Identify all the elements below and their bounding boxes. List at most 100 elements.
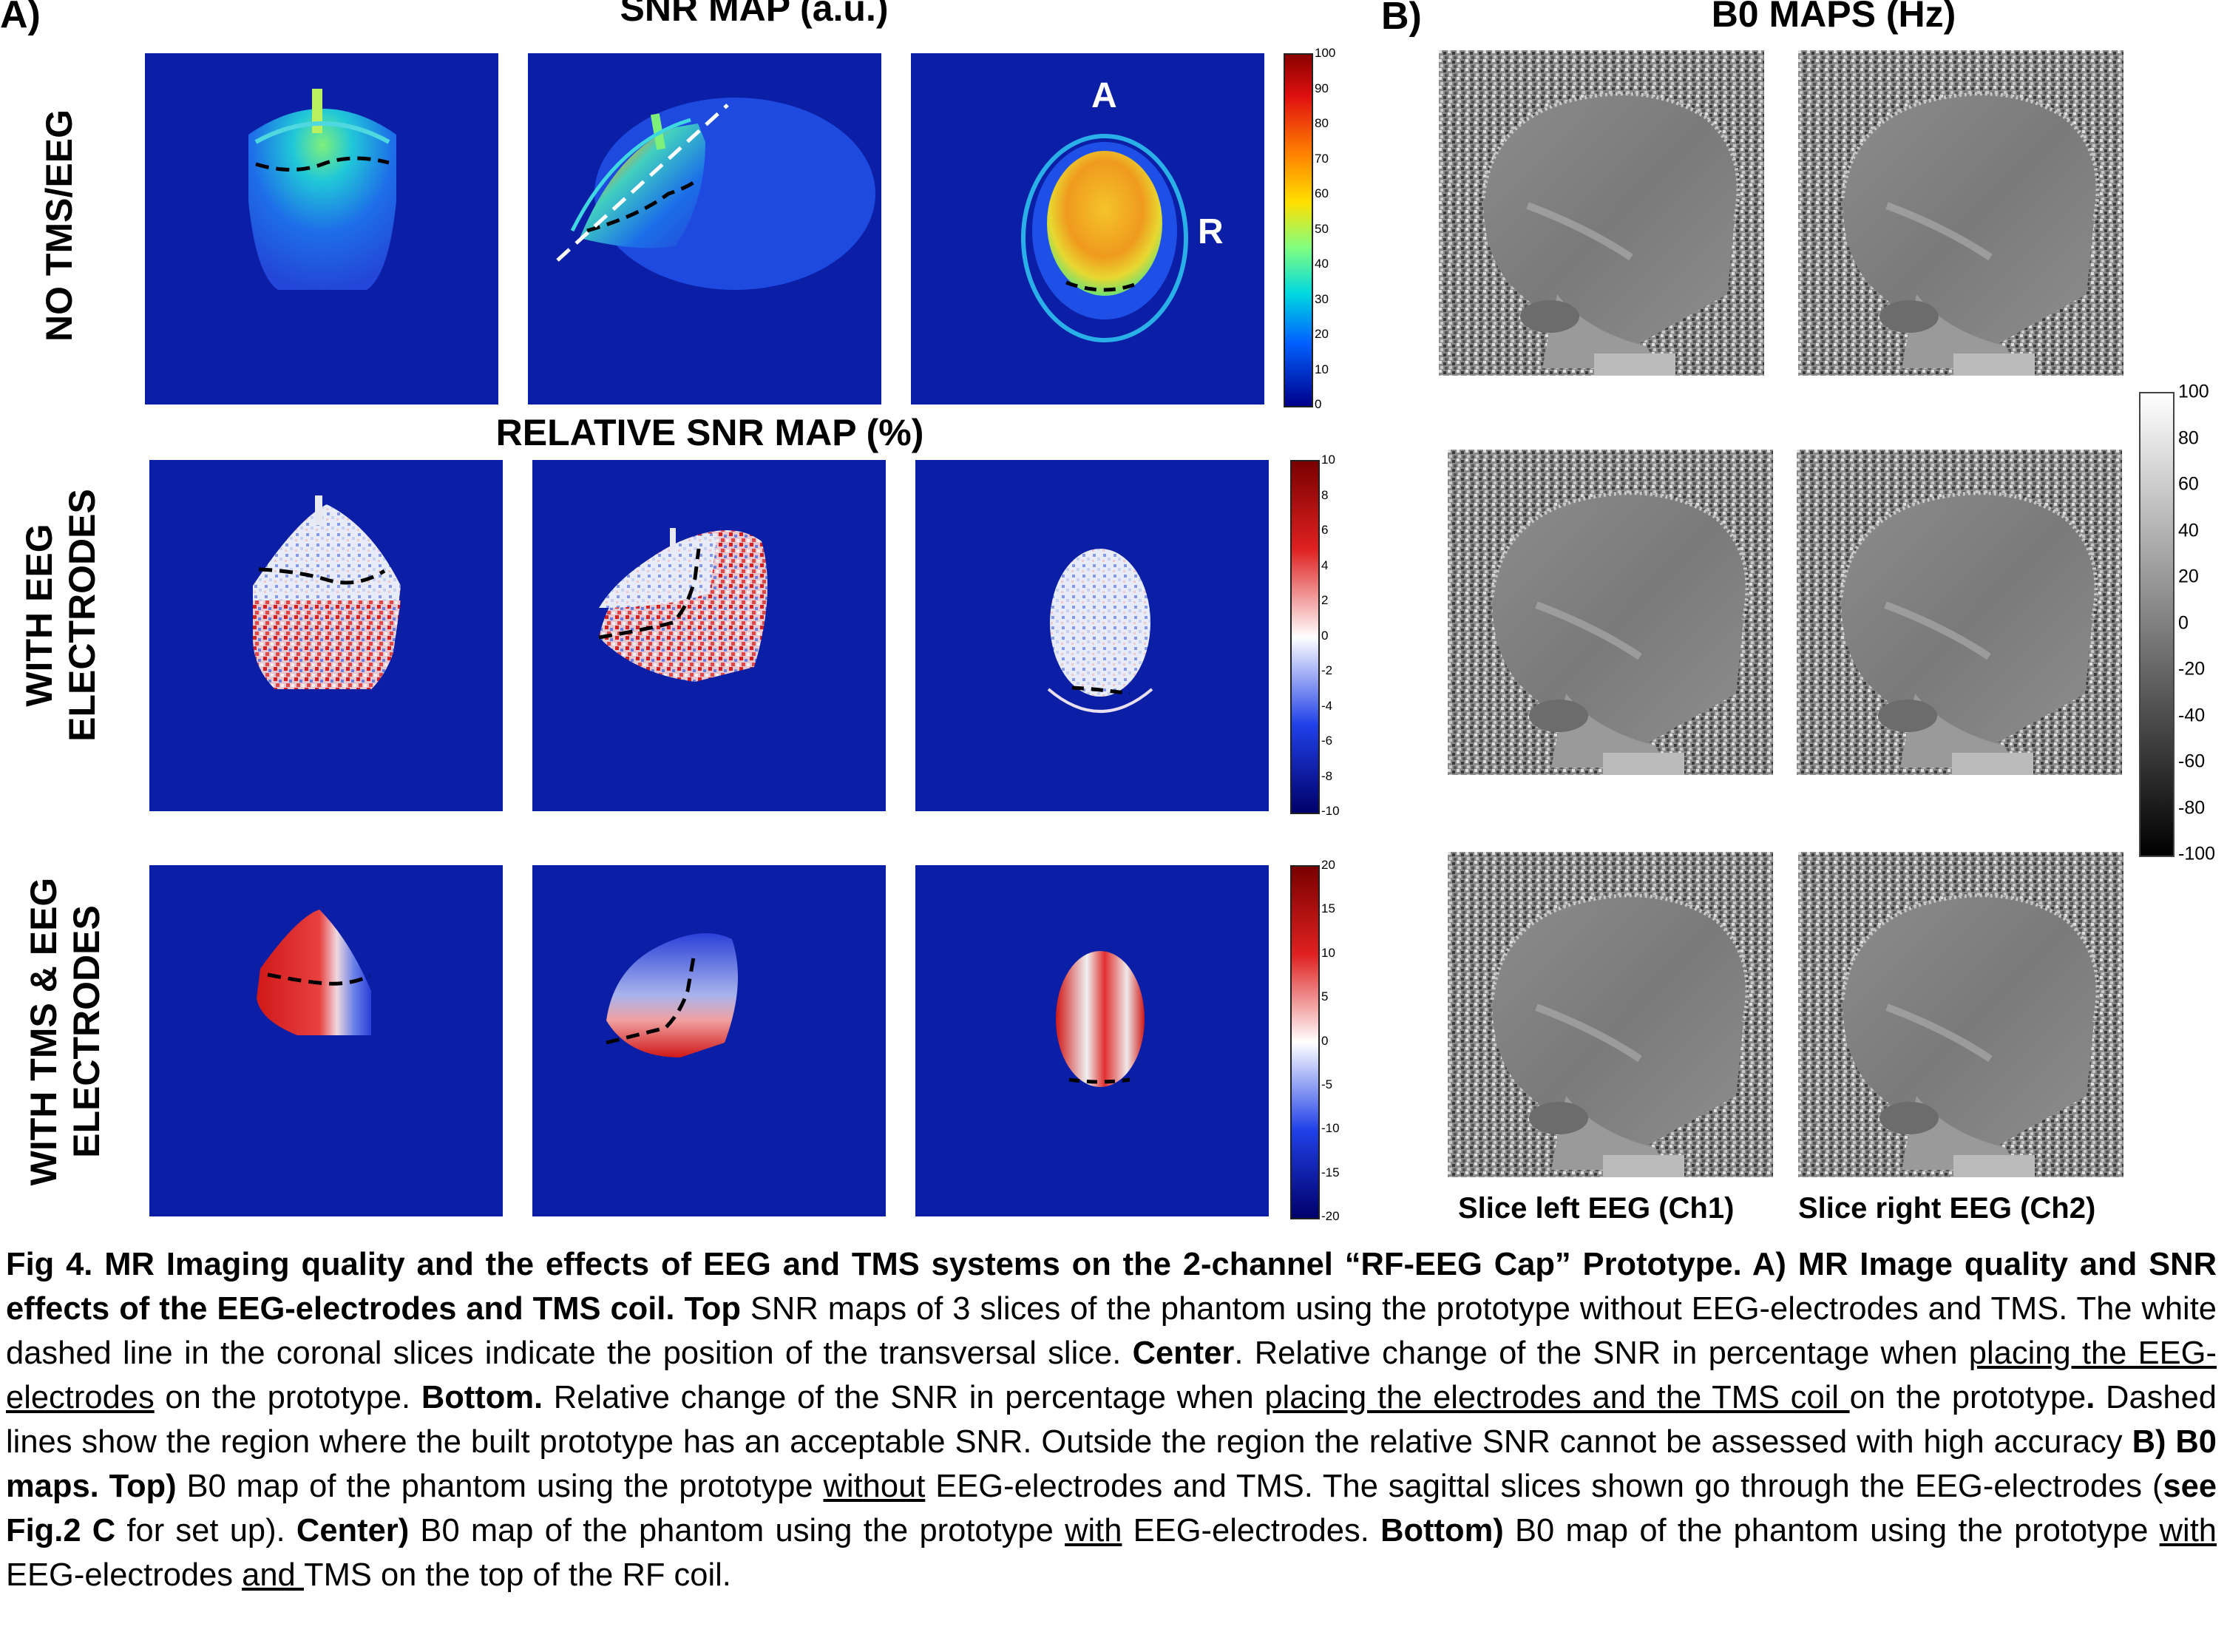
colorbar-snr-tick-label: 70: [1315, 151, 1329, 166]
colorbar-rel-snr-tms-eeg-tick-label: 5: [1321, 989, 1329, 1004]
row-label-with-eeg: WITH EEG ELECTRODES: [18, 489, 103, 742]
row-label-with-tms-eeg: WITH TMS & EEG ELECTRODES: [23, 877, 107, 1186]
colorbar-rel-snr-tms-eeg-tick-label: -15: [1321, 1165, 1340, 1179]
colorbar-snr-tick-label: 40: [1315, 257, 1329, 271]
b0-map-center-right: [1797, 450, 2122, 775]
caption-center-text: . Relative change of the SNR in percenta…: [1234, 1336, 1969, 1371]
caption-top-text: SNR maps of 3 slices of the phantom usin…: [6, 1291, 2217, 1371]
colorbar-rel-snr-tms-eeg-tick-label: 15: [1321, 901, 1335, 916]
caption-b-center-text-2: EEG-electrodes.: [1122, 1513, 1369, 1548]
caption-center-underlined: placing the EEG-electrodes: [6, 1336, 2217, 1415]
caption-b-bottom-text-2: EEG-electrodes: [6, 1557, 243, 1593]
colorbar-b0-tick-label: 100: [2178, 381, 2209, 402]
panel-b-label: B): [1381, 0, 1422, 38]
caption-see-label: see Fig.2 C: [6, 1469, 2217, 1548]
slice-left-caption: Slice left EEG (Ch1): [1458, 1192, 1735, 1225]
caption-b-bottom-underlined: with: [2159, 1513, 2217, 1548]
caption-bottom-text-3: Dashed lines show the region where the b…: [6, 1380, 2217, 1460]
colorbar-snr-tick-label: 60: [1315, 186, 1329, 200]
caption-bottom-text: Relative change of the SNR in percentage…: [543, 1380, 1265, 1415]
colorbar-rel-snr-eeg-tick-label: -8: [1321, 768, 1333, 783]
snr-map-transversal: A R: [911, 53, 1264, 404]
caption-b-center-underlined: with: [1065, 1513, 1122, 1548]
colorbar-b0: [2139, 392, 2175, 857]
caption-b-bottom-label: Bottom): [1380, 1513, 1504, 1548]
caption-top-label: Top: [684, 1291, 741, 1327]
colorbar-rel-snr-tms-eeg-tick-label: 20: [1321, 858, 1335, 872]
caption-b-label: B) B0 maps. Top): [6, 1424, 2217, 1504]
caption-b-top-text: B0 map of the phantom using the prototyp…: [176, 1469, 824, 1504]
row-label-no-tms-eeg: NO TMS/EEG: [38, 109, 80, 342]
b0-map-top-right: [1798, 50, 2123, 376]
colorbar-snr-tick-label: 90: [1315, 81, 1329, 95]
caption-bottom-dot: .: [2086, 1380, 2095, 1415]
colorbar-rel-snr-eeg-tick-label: -2: [1321, 663, 1333, 677]
colorbar-rel-snr-eeg-tick-label: -10: [1321, 804, 1340, 818]
rel-snr-eeg-transversal: [915, 460, 1269, 811]
colorbar-snr-tick-label: 100: [1315, 46, 1336, 60]
colorbar-rel-snr-eeg-tick-label: 4: [1321, 558, 1329, 572]
relative-snr-map-title: RELATIVE SNR MAP (%): [495, 412, 924, 453]
colorbar-b0-tick-label: -100: [2178, 843, 2216, 864]
colorbar-rel-snr-eeg-tick-label: 8: [1321, 487, 1329, 502]
colorbar-b0-tick-label: 0: [2178, 612, 2189, 633]
colorbar-b0-tick-label: 20: [2178, 566, 2199, 587]
slice-right-caption: Slice right EEG (Ch2): [1798, 1192, 2096, 1225]
caption-b-top-underlined: without: [823, 1469, 926, 1504]
rel-snr-tms-eeg-coronal-left: [149, 865, 503, 1216]
colorbar-rel-snr-tms-eeg-tick-label: 0: [1321, 1033, 1329, 1048]
colorbar-snr: [1284, 53, 1313, 407]
orientation-label-anterior: A: [1091, 76, 1117, 115]
rel-snr-tms-eeg-coronal-right: [532, 865, 886, 1216]
colorbar-b0-tick-label: 80: [2178, 427, 2199, 448]
rel-snr-eeg-coronal-left: [149, 460, 503, 811]
colorbar-rel-snr-eeg-tick-label: 6: [1321, 523, 1329, 537]
caption-bottom-text-2: on the prototype: [1849, 1380, 2087, 1415]
colorbar-snr-tick-label: 80: [1315, 116, 1329, 130]
colorbar-rel-snr-eeg-tick-label: 0: [1321, 628, 1329, 643]
colorbar-rel-snr-tms-eeg-tick-label: -10: [1321, 1121, 1340, 1136]
caption-b-center-label: Center): [296, 1513, 410, 1548]
colorbar-b0-tick-label: -60: [2178, 751, 2206, 772]
orientation-label-right: R: [1198, 212, 1224, 251]
colorbar-snr-tick-label: 10: [1315, 362, 1329, 376]
colorbar-b0-tick-label: 40: [2178, 520, 2199, 541]
colorbar-rel-snr-tms-eeg-tick-label: -5: [1321, 1077, 1333, 1091]
colorbar-b0-tick-label: -20: [2178, 658, 2206, 680]
b0-map-bottom-left: [1448, 852, 1773, 1177]
caption-b-center-text: B0 map of the phantom using the prototyp…: [409, 1513, 1065, 1548]
colorbar-rel-snr-eeg-tick-label: 10: [1321, 453, 1335, 467]
caption-b-top-text-2: EEG-electrodes and TMS. The sagittal sli…: [925, 1469, 2163, 1504]
figure-caption: Fig 4. MR Imaging quality and the effect…: [6, 1242, 2217, 1597]
caption-b-bottom-underlined-2: and: [242, 1557, 305, 1593]
colorbar-snr-tick-label: 50: [1315, 221, 1329, 236]
colorbar-rel-snr-tms-eeg-tick-label: -20: [1321, 1209, 1340, 1223]
rel-snr-eeg-coronal-right: [532, 460, 886, 811]
panel-a-label: A): [0, 0, 41, 36]
caption-b-bottom-text: B0 map of the phantom using the prototyp…: [1503, 1513, 2160, 1548]
caption-lead: Fig 4. MR Imaging quality and the effect…: [6, 1247, 2217, 1327]
caption-bottom-underlined: placing the electrodes and the TMS coil: [1264, 1380, 1850, 1415]
snr-map-title: SNR MAP (a.u.): [620, 0, 889, 29]
colorbar-rel-snr-eeg: [1290, 460, 1320, 814]
b0-map-top-left: [1439, 50, 1764, 376]
caption-see-text: for set up).: [115, 1513, 285, 1548]
colorbar-rel-snr-eeg-tick-label: 2: [1321, 593, 1329, 607]
b0-maps-title: B0 MAPS (Hz): [1711, 0, 1956, 35]
colorbar-rel-snr-tms-eeg: [1290, 865, 1320, 1219]
caption-center-text-2: on the prototype.: [154, 1380, 411, 1415]
b0-map-center-left: [1448, 450, 1773, 775]
colorbar-rel-snr-eeg-tick-label: -4: [1321, 698, 1333, 713]
colorbar-snr-tick-label: 30: [1315, 291, 1329, 306]
caption-b-bottom-text-3: TMS on the top of the RF coil.: [304, 1557, 731, 1593]
colorbar-b0-tick-label: -40: [2178, 705, 2206, 725]
colorbar-b0-tick-label: -80: [2178, 797, 2206, 818]
caption-bottom-label: Bottom.: [421, 1380, 543, 1415]
b0-map-bottom-right: [1798, 852, 2123, 1177]
colorbar-snr-tick-label: 0: [1315, 397, 1322, 411]
caption-center-label: Center: [1132, 1336, 1235, 1371]
colorbar-rel-snr-tms-eeg-tick-label: 10: [1321, 945, 1335, 960]
colorbar-rel-snr-eeg-tick-label: -6: [1321, 734, 1333, 748]
colorbar-snr-tick-label: 20: [1315, 327, 1329, 341]
snr-map-coronal-left: [145, 53, 498, 404]
